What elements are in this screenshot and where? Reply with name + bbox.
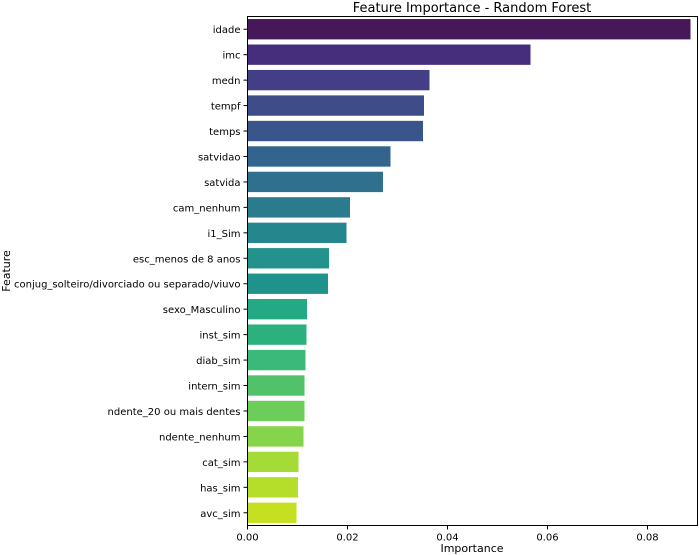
y-tick-label: temps <box>209 127 240 138</box>
y-tick-label: tempf <box>211 102 241 113</box>
y-tick-label: cat_sim <box>202 458 240 469</box>
y-tick-label: satvida <box>204 178 240 189</box>
bar <box>247 222 347 244</box>
bar <box>247 426 304 447</box>
y-tick-label: intern_sim <box>188 382 240 393</box>
x-tick-label: 0.06 <box>536 533 558 544</box>
bar <box>247 451 299 473</box>
x-tick-label: 0.04 <box>436 533 458 544</box>
x-tick-label: 0.00 <box>236 533 258 544</box>
bar <box>247 248 329 269</box>
y-tick-label: ndente_nenhum <box>159 432 241 443</box>
bar <box>247 69 430 91</box>
y-tick-label: imc <box>222 51 240 62</box>
bar <box>247 171 383 193</box>
y-tick-label: i1_Sim <box>207 229 240 240</box>
y-tick-label: has_sim <box>200 483 240 494</box>
y-tick-label: idade <box>213 25 241 36</box>
bar <box>247 273 328 294</box>
y-tick-label: medn <box>212 76 241 87</box>
y-axis-label: Feature <box>0 250 13 292</box>
bar <box>247 375 305 396</box>
y-tick-label: esc_menos de 8 anos <box>133 254 241 265</box>
y-tick-label: sexo_Masculino <box>163 305 241 316</box>
y-tick-label: ndente_20 ou mais dentes <box>108 407 241 418</box>
bar <box>247 44 531 65</box>
bar <box>247 298 307 320</box>
bar <box>247 95 424 116</box>
bar <box>247 197 350 218</box>
y-tick-labels: idade imc medn tempf temps satvidao satvida cam… <box>14 25 248 520</box>
bar <box>247 477 298 498</box>
x-axis-label: Importance <box>440 542 503 555</box>
bars-group <box>247 19 691 523</box>
y-tick-label: conjug_solteiro/divorciado ou separado/v… <box>14 280 240 291</box>
y-tick-label: cam_nenhum <box>173 203 241 214</box>
bar <box>247 146 391 167</box>
x-tick-label: 0.02 <box>336 533 358 544</box>
bar <box>247 502 297 523</box>
y-tick-label: avc_sim <box>200 509 240 520</box>
bar <box>247 324 307 345</box>
chart-title: Feature Importance - Random Forest <box>353 1 592 16</box>
y-tick-label: satvidao <box>198 152 241 163</box>
bar <box>247 19 691 40</box>
bar <box>247 349 306 371</box>
y-tick-label: diab_sim <box>196 356 240 367</box>
bar <box>247 120 423 142</box>
x-tick-label: 0.08 <box>636 533 658 544</box>
y-tick-label: inst_sim <box>200 331 241 342</box>
bar <box>247 400 305 422</box>
plot-frame <box>247 16 698 526</box>
x-ticks: 0.00 0.02 0.04 0.06 0.08 <box>236 525 659 544</box>
